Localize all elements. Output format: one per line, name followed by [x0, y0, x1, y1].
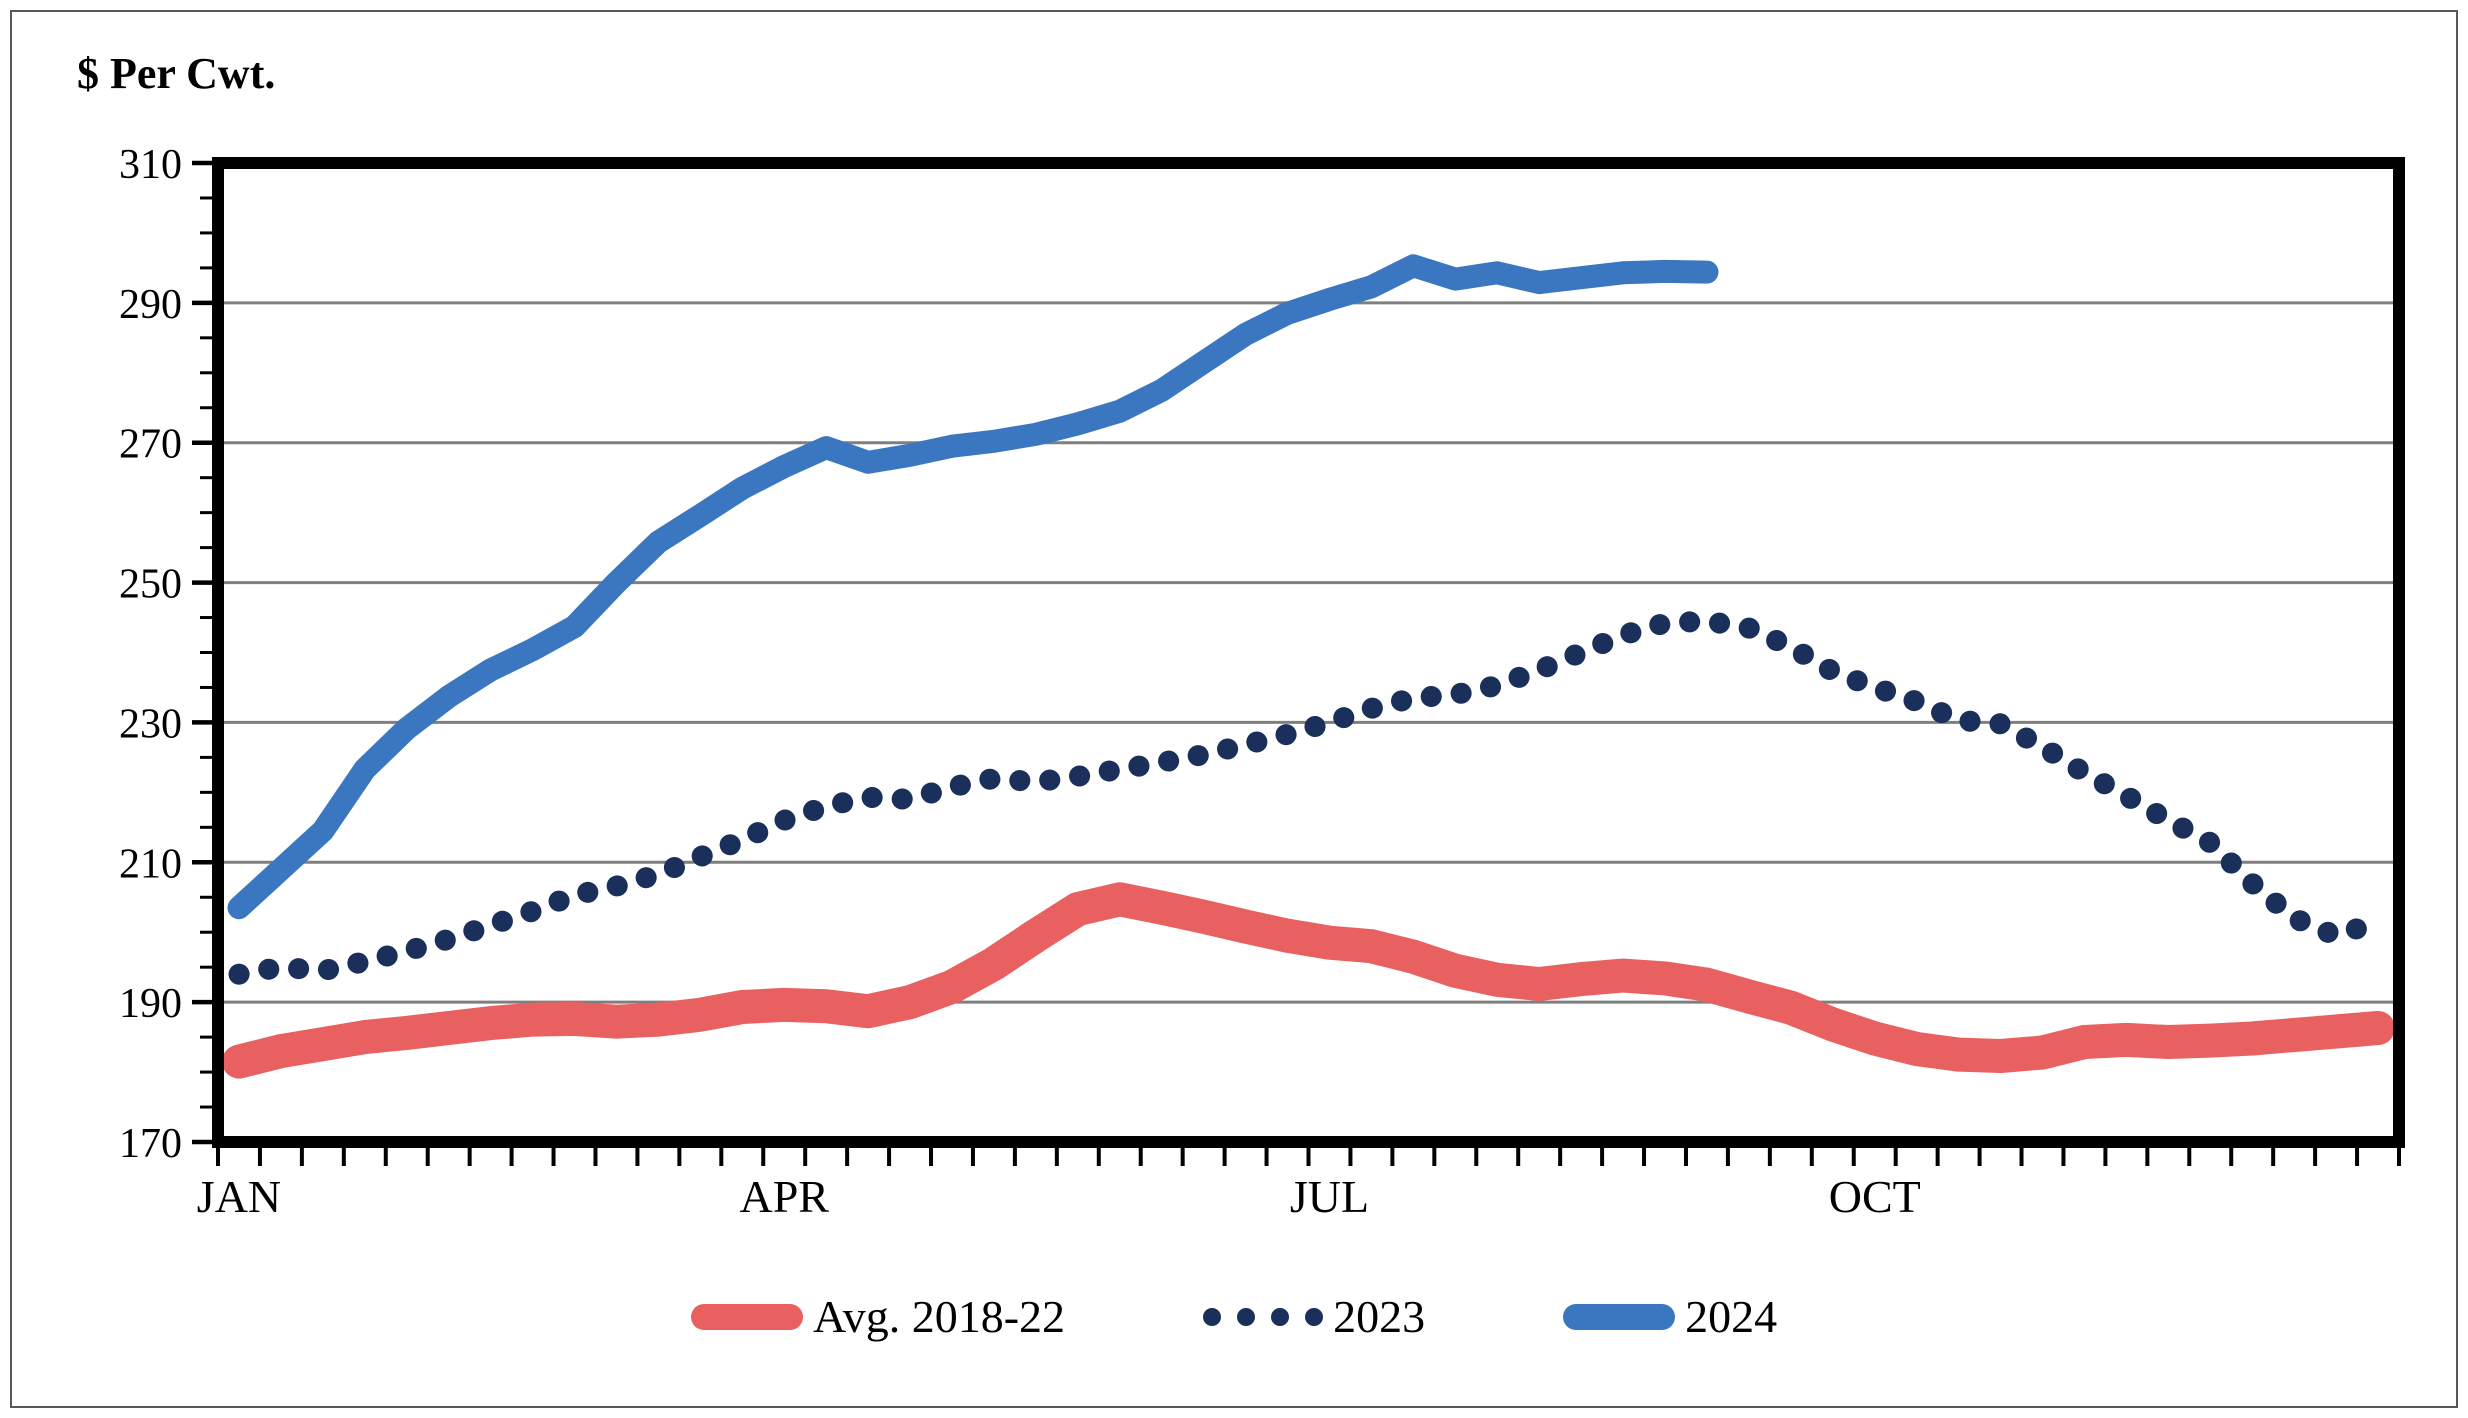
y-tick-label-210: 210: [119, 841, 182, 887]
legend-label-2023: 2023: [1333, 1291, 1426, 1342]
x-tick-label-jan: JAN: [197, 1171, 281, 1222]
legend-swatch-avg-2018-22-icon: [690, 1304, 803, 1330]
y-tick-label-290: 290: [119, 282, 182, 328]
y-tick-label-190: 190: [119, 981, 182, 1027]
chart-legend: Avg. 2018-22 2023 2024: [0, 1294, 2468, 1340]
x-tick-label-apr: APR: [739, 1171, 829, 1222]
legend-swatch-2023-icon: [1203, 1308, 1324, 1326]
x-axis-labels: JAN APR JUL OCT: [197, 1171, 1921, 1222]
legend-item-2023: 2023: [1203, 1294, 1425, 1340]
legend-label-avg-2018-22: Avg. 2018-22: [812, 1291, 1066, 1342]
legend-item-2024: 2024: [1563, 1294, 1777, 1340]
x-axis-ticks: [216, 1148, 2401, 1166]
legend-swatch-2024-icon: [1563, 1304, 1676, 1330]
x-tick-label-oct: OCT: [1829, 1171, 1921, 1222]
y-tick-label-310: 310: [119, 142, 182, 188]
y-tick-label-250: 250: [119, 562, 182, 608]
series-path-avg-2018-22: [222, 882, 2395, 1079]
series-path-2023: [228, 610, 2389, 985]
x-tick-label-jul: JUL: [1290, 1171, 1369, 1222]
series-path-2024: [227, 254, 1719, 920]
y-tick-label-270: 270: [119, 422, 182, 468]
y-axis-labels: 170 190 210 230 250 270 290 310: [119, 142, 182, 1167]
y-axis-ticks: [192, 160, 212, 1145]
y-tick-label-170: 170: [119, 1121, 182, 1167]
plot-border: [212, 157, 2405, 1148]
y-tick-label-230: 230: [119, 701, 182, 747]
legend-item-avg-2018-22: Avg. 2018-22: [690, 1291, 1066, 1342]
legend-label-2024: 2024: [1685, 1291, 1778, 1342]
chart-title: $ Per Cwt.: [77, 49, 276, 98]
